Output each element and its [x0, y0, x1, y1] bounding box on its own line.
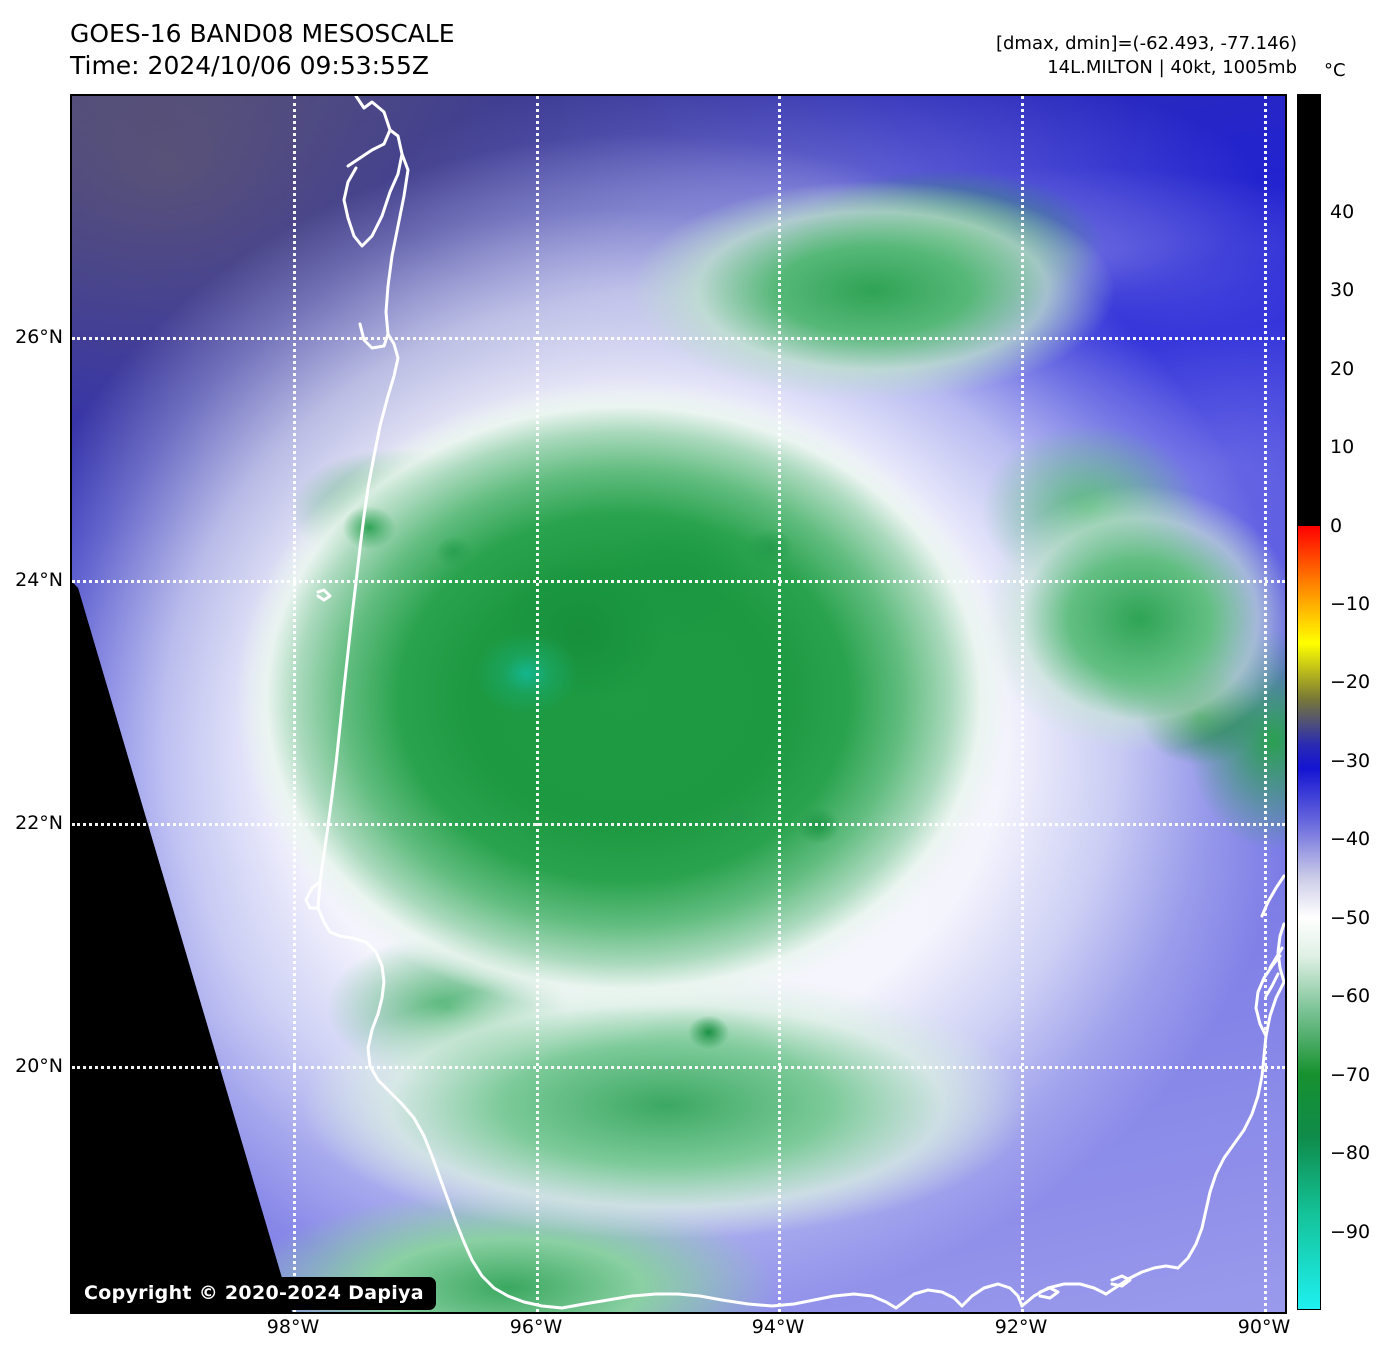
colorbar-tick-m10: −10 — [1330, 592, 1371, 615]
storm-info-label: 14L.MILTON | 40kt, 1005mb — [1047, 57, 1297, 78]
gridline-lon-96 — [536, 96, 539, 1312]
gridline-lat-20 — [72, 1066, 1285, 1069]
gridline-lat-24 — [72, 580, 1285, 583]
gridline-lon-90 — [1264, 96, 1267, 1312]
ytick-label-24N: 24°N — [15, 569, 63, 591]
off-limb-mask — [72, 582, 292, 1312]
colorbar-tick-30: 30 — [1330, 279, 1355, 302]
gridline-lon-94 — [778, 96, 781, 1312]
header-info-block: [dmax, dmin]=(-62.493, -77.146) 14L.MILT… — [996, 32, 1297, 80]
colorbar-tick-m80: −80 — [1330, 1142, 1371, 1165]
colorbar-tick-m30: −30 — [1330, 749, 1371, 772]
xtick-label-98W: 98°W — [266, 1316, 320, 1338]
xtick-label-96W: 96°W — [509, 1316, 563, 1338]
colorbar-tick-40: 40 — [1330, 200, 1355, 223]
gridline-lon-92 — [1021, 96, 1024, 1312]
colorbar-tick-m90: −90 — [1330, 1220, 1371, 1243]
colorbar-tick-10: 10 — [1330, 436, 1355, 458]
satellite-imagery — [72, 96, 1285, 1312]
gridline-lat-26 — [72, 337, 1285, 340]
convective-cells — [72, 96, 1285, 1312]
colorbar-tick-m50: −50 — [1330, 906, 1371, 929]
colorbar-tick-m60: −60 — [1330, 985, 1371, 1008]
colorbar-tick-0: 0 — [1330, 514, 1343, 537]
timestamp-label: Time: 2024/10/06 09:53:55Z — [70, 51, 429, 80]
colorbar-tick-20: 20 — [1330, 357, 1355, 380]
xtick-label-90W: 90°W — [1237, 1316, 1291, 1338]
copyright-watermark: Copyright © 2020-2024 Dapiya — [72, 1277, 436, 1310]
xtick-label-94W: 94°W — [751, 1316, 805, 1338]
ytick-label-26N: 26°N — [15, 326, 63, 348]
page-title: GOES-16 BAND08 MESOSCALE — [70, 19, 455, 48]
colorbar-tick-m40: −40 — [1330, 828, 1371, 851]
ytick-label-20N: 20°N — [15, 1055, 63, 1077]
colorbar-tick-m70: −70 — [1330, 1063, 1371, 1086]
colorbar[interactable] — [1297, 94, 1321, 1310]
colorbar-tick-m20: −20 — [1330, 671, 1371, 694]
satellite-map[interactable] — [70, 94, 1287, 1314]
gridline-lon-98 — [293, 96, 296, 1312]
ytick-label-22N: 22°N — [15, 812, 63, 834]
xtick-label-92W: 92°W — [994, 1316, 1048, 1338]
dmax-dmin-label: [dmax, dmin]=(-62.493, -77.146) — [995, 33, 1297, 54]
header-title-block: GOES-16 BAND08 MESOSCALE Time: 2024/10/0… — [70, 18, 455, 82]
colorbar-unit-label: °C — [1324, 60, 1346, 81]
gridline-lat-22 — [72, 823, 1285, 826]
colorbar-gradient — [1298, 95, 1320, 1309]
